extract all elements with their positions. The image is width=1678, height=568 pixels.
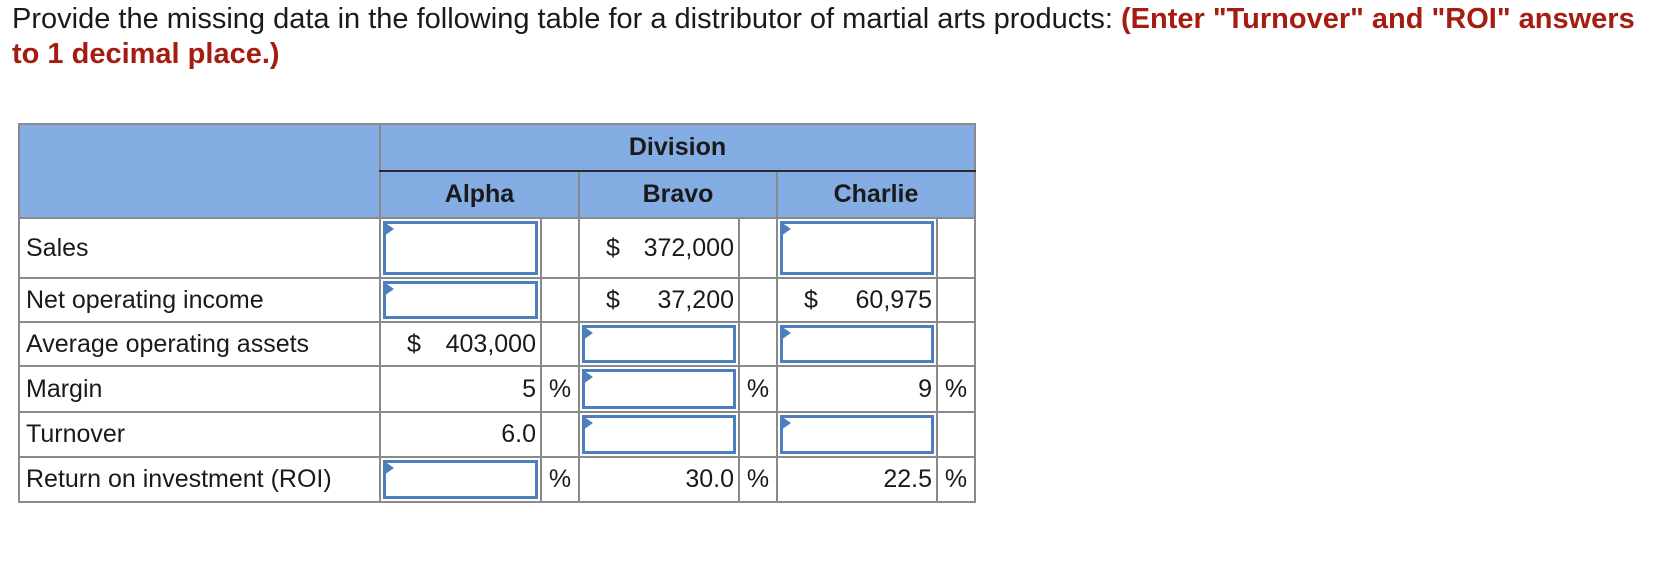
aoa-bravo-cell: [578, 321, 740, 367]
aoa-alpha-value: 403,000: [445, 329, 536, 358]
aoa-charlie-input[interactable]: [780, 325, 934, 363]
turnover-alpha-unit: [540, 411, 580, 458]
roi-alpha-cell: [379, 456, 542, 503]
row-turnover: Turnover 6.0: [18, 411, 976, 458]
column-header-alpha: Alpha: [379, 171, 580, 219]
noi-alpha-input[interactable]: [383, 281, 538, 319]
row-roi: Return on investment (ROI) % 30.0 % 22.5…: [18, 456, 976, 503]
column-header-bravo: Bravo: [578, 171, 778, 219]
currency-symbol: $: [407, 329, 421, 358]
currency-symbol: $: [804, 285, 818, 314]
noi-charlie-cell: $60,975: [776, 277, 938, 323]
noi-bravo-unit: [738, 277, 778, 323]
row-margin: Margin 5 % % 9 %: [18, 365, 976, 413]
noi-alpha-cell: [379, 277, 542, 323]
sales-alpha-cell: [379, 217, 542, 279]
turnover-bravo-input[interactable]: [582, 415, 736, 454]
noi-charlie-unit: [936, 277, 976, 323]
sales-alpha-input[interactable]: [383, 221, 538, 275]
turnover-charlie-input[interactable]: [780, 415, 934, 454]
currency-symbol: $: [606, 233, 620, 262]
column-header-charlie: Charlie: [776, 171, 976, 219]
margin-alpha-value: 5: [379, 365, 542, 413]
margin-bravo-cell: [578, 365, 740, 413]
currency-symbol: $: [606, 285, 620, 314]
sales-charlie-input[interactable]: [780, 221, 934, 275]
margin-charlie-value: 9: [776, 365, 938, 413]
roi-charlie-value: 22.5: [776, 456, 938, 503]
row-net-operating-income: Net operating income $37,200 $60,975: [18, 277, 976, 323]
margin-charlie-percent: %: [936, 365, 976, 413]
turnover-bravo-unit: [738, 411, 778, 458]
roi-bravo-percent: %: [738, 456, 778, 503]
sales-alpha-unit: [540, 217, 580, 279]
turnover-charlie-cell: [776, 411, 938, 458]
noi-bravo-cell: $37,200: [578, 277, 740, 323]
header-blank: [18, 123, 380, 219]
row-label-turnover: Turnover: [18, 411, 381, 458]
row-label-roi: Return on investment (ROI): [18, 456, 381, 503]
roi-alpha-percent: %: [540, 456, 580, 503]
turnover-charlie-unit: [936, 411, 976, 458]
division-data-table: Division Alpha Bravo Charlie Sales $372,…: [18, 123, 976, 503]
sales-bravo-cell: $372,000: [578, 217, 740, 279]
aoa-charlie-unit: [936, 321, 976, 367]
margin-bravo-percent: %: [738, 365, 778, 413]
aoa-bravo-unit: [738, 321, 778, 367]
row-label-average-operating-assets: Average operating assets: [18, 321, 381, 367]
instructions-text: Provide the missing data in the followin…: [12, 3, 1121, 35]
sales-charlie-unit: [936, 217, 976, 279]
sales-charlie-cell: [776, 217, 938, 279]
roi-alpha-input[interactable]: [383, 460, 538, 499]
aoa-charlie-cell: [776, 321, 938, 367]
aoa-bravo-input[interactable]: [582, 325, 736, 363]
roi-bravo-value: 30.0: [578, 456, 740, 503]
division-header: Division: [379, 123, 976, 172]
noi-alpha-unit: [540, 277, 580, 323]
noi-bravo-value: 37,200: [657, 285, 734, 314]
row-sales: Sales $372,000: [18, 217, 976, 279]
aoa-alpha-unit: [540, 321, 580, 367]
row-label-sales: Sales: [18, 217, 381, 279]
margin-bravo-input[interactable]: [582, 369, 736, 409]
row-label-net-operating-income: Net operating income: [18, 277, 381, 323]
roi-charlie-percent: %: [936, 456, 976, 503]
turnover-alpha-value: 6.0: [379, 411, 542, 458]
instructions-emphasis: (Enter "Turnover" and "ROI" answers to 1…: [12, 3, 1635, 70]
margin-alpha-percent: %: [540, 365, 580, 413]
row-average-operating-assets: Average operating assets $403,000: [18, 321, 976, 367]
sales-bravo-value: 372,000: [643, 233, 734, 262]
turnover-bravo-cell: [578, 411, 740, 458]
instructions: Provide the missing data in the followin…: [12, 2, 1652, 72]
sales-bravo-unit: [738, 217, 778, 279]
row-label-margin: Margin: [18, 365, 381, 413]
aoa-alpha-cell: $403,000: [379, 321, 542, 367]
noi-charlie-value: 60,975: [855, 285, 932, 314]
